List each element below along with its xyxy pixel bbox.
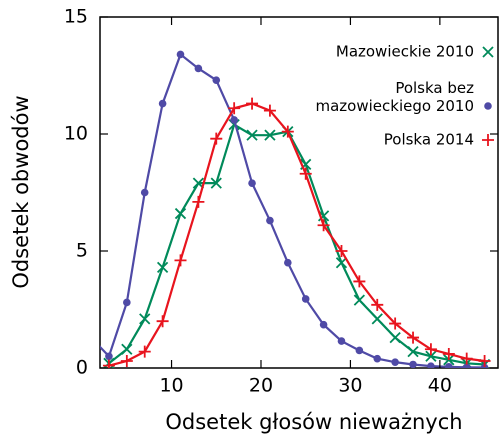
data-point bbox=[105, 352, 113, 361]
legend-marker bbox=[482, 134, 494, 146]
legend-symbol bbox=[482, 134, 494, 146]
legend-label: Mazowieckie 2010 bbox=[336, 43, 474, 61]
data-point bbox=[445, 363, 453, 368]
y-tick-label: 15 bbox=[64, 6, 88, 28]
data-point bbox=[248, 179, 256, 187]
data-point bbox=[246, 97, 259, 110]
data-point bbox=[335, 245, 348, 257]
legend-label: Polska bez mazowieckiego 2010 bbox=[316, 79, 475, 115]
legend-symbol bbox=[484, 102, 492, 110]
data-point bbox=[371, 313, 383, 325]
y-tick-label: 0 bbox=[76, 357, 88, 379]
data-point bbox=[353, 294, 366, 306]
data-point bbox=[425, 350, 437, 362]
data-point bbox=[371, 298, 384, 311]
x-tick-label: 10 bbox=[159, 375, 183, 397]
plot-area bbox=[87, 50, 491, 368]
y-axis-label: Odsetek obwodów bbox=[9, 95, 33, 288]
data-point bbox=[156, 261, 169, 274]
data-point bbox=[212, 76, 221, 84]
series-line bbox=[108, 102, 485, 367]
data-point bbox=[353, 275, 366, 288]
data-point bbox=[266, 216, 274, 225]
data-point bbox=[156, 315, 169, 328]
data-point bbox=[194, 64, 203, 73]
data-point bbox=[139, 313, 151, 325]
legend-line: Polska bez bbox=[395, 79, 474, 97]
data-point bbox=[389, 331, 401, 344]
data-point bbox=[317, 219, 330, 232]
data-point bbox=[355, 346, 364, 355]
plot-border bbox=[99, 16, 499, 369]
data-point bbox=[335, 257, 348, 269]
x-tick-label: 30 bbox=[338, 375, 362, 397]
y-tick-label: 10 bbox=[64, 123, 88, 145]
data-point bbox=[140, 188, 149, 197]
data-point bbox=[176, 50, 185, 59]
legend-symbol bbox=[482, 46, 494, 58]
data-point bbox=[174, 254, 187, 267]
y-tick-label: 5 bbox=[76, 240, 88, 262]
legend-label: Polska 2014 bbox=[384, 131, 474, 149]
data-point bbox=[424, 343, 437, 356]
data-point bbox=[87, 334, 95, 342]
data-point bbox=[230, 116, 238, 124]
data-point bbox=[102, 359, 115, 368]
data-point bbox=[246, 129, 258, 141]
data-point bbox=[389, 317, 402, 330]
data-point bbox=[158, 99, 167, 108]
data-point bbox=[337, 337, 346, 345]
data-point bbox=[391, 358, 399, 366]
data-point bbox=[120, 354, 133, 367]
data-point bbox=[121, 343, 133, 355]
data-point bbox=[174, 207, 187, 220]
x-tick-label: 40 bbox=[428, 375, 452, 397]
data-point bbox=[228, 102, 241, 115]
data-point bbox=[138, 345, 151, 358]
legend-marker bbox=[482, 46, 494, 58]
data-point bbox=[299, 167, 312, 180]
data-point bbox=[407, 331, 420, 344]
data-point bbox=[407, 345, 419, 358]
data-point bbox=[462, 363, 471, 368]
series-line bbox=[108, 122, 485, 366]
data-point bbox=[123, 298, 131, 307]
data-point bbox=[460, 352, 473, 365]
data-point bbox=[409, 360, 417, 368]
data-point bbox=[284, 258, 292, 267]
data-point bbox=[263, 104, 276, 117]
data-point bbox=[373, 354, 382, 363]
x-axis-label: Odsetek głosów nieważnych bbox=[165, 410, 462, 434]
data-point bbox=[442, 347, 455, 360]
data-point bbox=[281, 125, 294, 138]
data-point bbox=[478, 354, 491, 367]
x-tick-label: 20 bbox=[249, 375, 273, 397]
data-point bbox=[301, 295, 310, 303]
legend-marker bbox=[484, 102, 492, 110]
data-point bbox=[210, 132, 223, 145]
data-point bbox=[319, 320, 328, 329]
legend-line: mazowieckiego 2010 bbox=[316, 97, 475, 115]
data-point bbox=[427, 362, 435, 368]
data-point bbox=[192, 195, 205, 208]
data-point bbox=[264, 129, 276, 141]
data-point bbox=[210, 177, 222, 189]
